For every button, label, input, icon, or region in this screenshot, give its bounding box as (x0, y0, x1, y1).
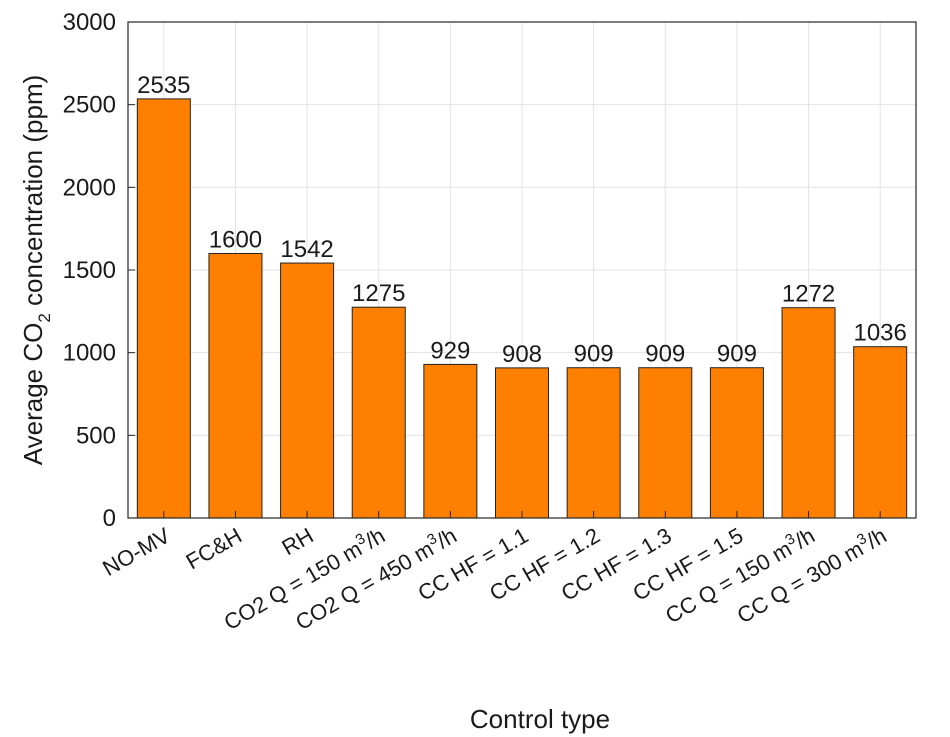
bar (566, 367, 621, 519)
y-axis-label-post: concentration (ppm) (18, 75, 48, 313)
x-tick-label-text: /h (791, 523, 819, 554)
bar (351, 306, 406, 519)
y-tick-label: 0 (103, 505, 116, 532)
data-label: 1036 (853, 320, 906, 347)
y-axis-label-sub: 2 (35, 313, 54, 322)
bar (853, 346, 908, 519)
y-axis-label: Average CO2 concentration (ppm) (18, 75, 54, 466)
data-labels: 2535 1600 1542 1275 929 908 909 909 909 1272 1036 (137, 72, 907, 368)
x-tick-label-text: /h (432, 523, 460, 554)
y-tick-label: 500 (76, 422, 116, 449)
bar (638, 367, 693, 519)
data-label: 2535 (137, 72, 190, 99)
bar (423, 363, 478, 519)
bar (208, 252, 263, 519)
x-axis-label: Control type (470, 704, 610, 734)
y-tick-label: 1000 (63, 340, 116, 367)
bar (494, 367, 550, 519)
x-tick-label-text: /h (361, 523, 389, 554)
y-tick-label: 3000 (63, 9, 116, 36)
data-label: 909 (574, 341, 614, 368)
x-tick-label-text: /h (862, 523, 890, 554)
bar (280, 262, 335, 519)
data-label: 909 (645, 341, 685, 368)
data-label: 1272 (782, 281, 835, 308)
y-tick-label: 2500 (63, 92, 116, 119)
data-label: 1600 (209, 226, 262, 253)
x-tick-label: RH (278, 523, 318, 561)
x-tick-label-text: FC&H (182, 523, 246, 575)
data-label: 909 (717, 341, 757, 368)
y-tick-labels: 0 500 1000 1500 2000 2500 3000 (63, 9, 135, 532)
data-label: 1275 (352, 280, 405, 307)
x-tick-label-text: RH (278, 523, 318, 561)
data-label: 1542 (280, 236, 333, 263)
x-tick-label: FC&H (182, 523, 246, 575)
bar (781, 307, 836, 519)
bar (709, 367, 764, 519)
bar (136, 98, 191, 519)
data-label: 929 (430, 337, 470, 364)
y-axis-label-pre: Average CO (18, 323, 48, 466)
bars (136, 98, 908, 519)
y-tick-label: 1500 (63, 257, 116, 284)
data-label: 908 (502, 341, 542, 368)
y-tick-label: 2000 (63, 174, 116, 201)
